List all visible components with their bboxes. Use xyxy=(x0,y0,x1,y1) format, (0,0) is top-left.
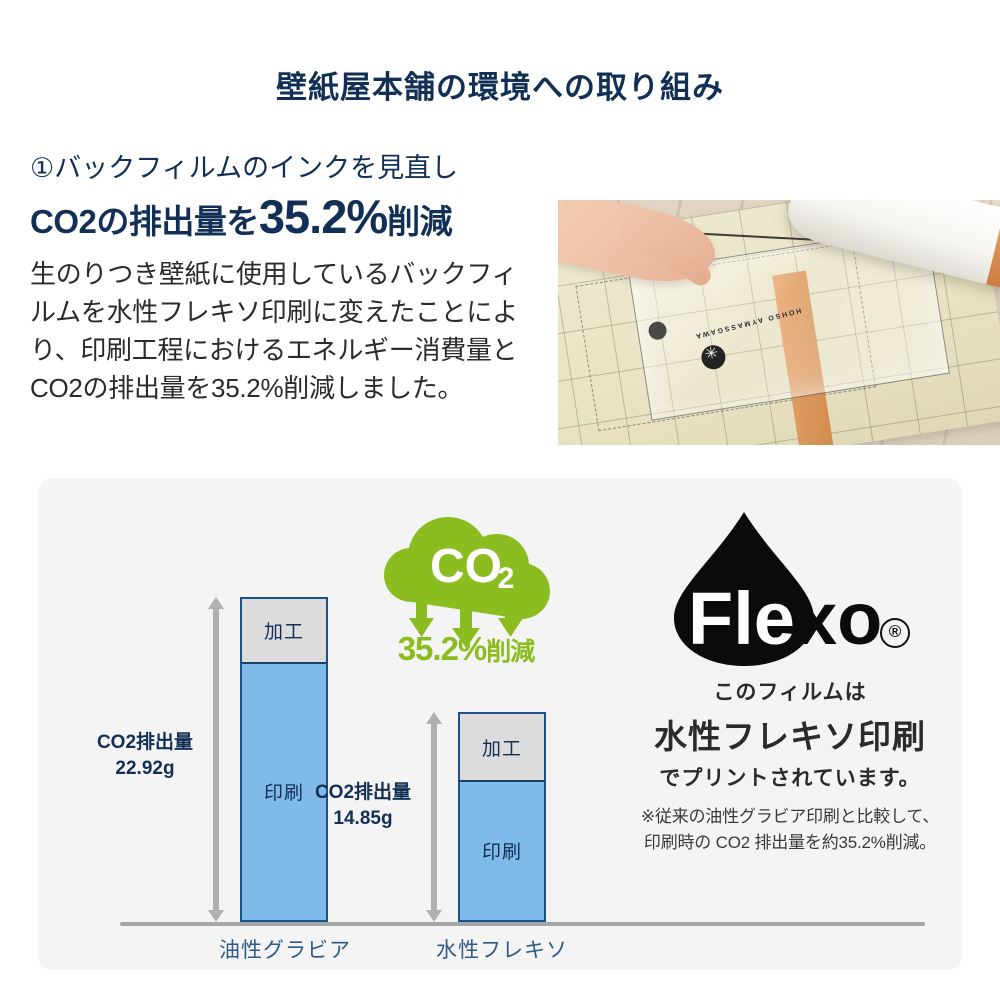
svg-text:CO: CO xyxy=(430,540,502,593)
measure-caption-gravure: CO2排出量 xyxy=(96,732,194,753)
flexo-footnote-line1: ※従来の油性グラビア印刷と比較して、 xyxy=(640,807,940,826)
bar-segment-printing-gravure: 印刷 xyxy=(242,662,326,920)
wallpaper-back-film-photo: HOHSO AYMASSGAWA xyxy=(558,200,1000,445)
arrow-head-up-icon xyxy=(208,597,224,609)
measure-caption-flexo: CO2排出量 xyxy=(314,782,412,803)
chart-baseline-axis xyxy=(120,922,925,926)
film-seal-icon xyxy=(699,343,728,371)
ink-drop-icon xyxy=(674,512,814,666)
measure-label-gravure: CO2排出量 22.92g xyxy=(86,730,204,781)
flexo-logo: Fle xo ® xyxy=(618,504,962,672)
segment-label-processing: 加工 xyxy=(263,622,304,643)
flexo-footnote: ※従来の油性グラビア印刷と比較して、 印刷時の CO2 排出量を約35.2%削減… xyxy=(618,804,962,857)
segment-label-printing: 印刷 xyxy=(481,841,522,863)
bar-segment-printing-flexo: 印刷 xyxy=(460,780,544,920)
flexo-caption-line2: 水性フレキソ印刷 xyxy=(654,718,926,755)
co2-reduction-value: 35.2%削減 xyxy=(356,630,576,668)
lead-copy-block: ①バックフィルムのインクを見直し CO2の排出量を35.2%削減 生のりつき壁紙… xyxy=(30,152,540,408)
measure-arrow-flexo xyxy=(426,712,442,922)
category-label-gravure: 油性グラビア xyxy=(219,939,351,962)
flexo-block: Fle xo ® このフィルムは 水性フレキソ印刷 でプリントされています。 ※… xyxy=(618,504,962,857)
arrow-shaft xyxy=(213,607,219,912)
flexo-footnote-line2: 印刷時の CO2 排出量を約35.2%削減。 xyxy=(643,833,937,853)
lead-body-text: 生のりつき壁紙に使用しているバックフィルムを水性フレキソ印刷に変えたことにより、… xyxy=(30,259,518,404)
bar-gravure: 加工 印刷 xyxy=(240,597,328,922)
bar-flexo: 加工 印刷 xyxy=(458,712,546,922)
reduction-suffix: 削減 xyxy=(486,638,535,666)
svg-text:2: 2 xyxy=(498,562,515,595)
svg-text:xo: xo xyxy=(796,577,882,660)
co2-cloud-icon: CO 2 xyxy=(366,498,566,698)
category-label-flexo: 水性フレキソ xyxy=(436,939,568,962)
svg-text:Fle: Fle xyxy=(688,577,795,660)
measure-label-flexo: CO2排出量 14.85g xyxy=(304,780,422,831)
lead-headline: CO2の排出量を35.2%削減 xyxy=(30,190,540,244)
measure-value-gravure: 22.92g xyxy=(115,757,175,779)
roll-orange-band xyxy=(986,208,1000,291)
headline-prefix: CO2の排出量を xyxy=(30,203,259,241)
headline-value: 35.2% xyxy=(258,190,388,244)
flexo-caption-line3: でプリントされています。 xyxy=(659,767,921,790)
headline-suffix: 削減 xyxy=(387,203,453,241)
measure-arrow-gravure xyxy=(208,597,224,922)
film-print-mark: HOHSO AYMASSGAWA xyxy=(693,306,802,340)
infographic-panel: CO2排出量 22.92g 加工 印刷 油性グラビア CO2排出量 14.85g… xyxy=(38,478,962,970)
bar-segment-processing-gravure: 加工 xyxy=(242,599,326,664)
arrow-head-down-icon xyxy=(208,910,224,922)
bar-segment-processing-flexo: 加工 xyxy=(460,714,544,782)
measure-value-flexo: 14.85g xyxy=(333,807,393,829)
lead-subheading: ①バックフィルムのインクを見直し xyxy=(30,153,459,183)
film-seal-secondary-icon xyxy=(647,320,668,341)
reduction-percent: 35.2% xyxy=(397,630,488,667)
segment-label-processing: 加工 xyxy=(481,738,522,760)
segment-label-printing: 印刷 xyxy=(263,782,304,804)
finger-shape xyxy=(637,230,715,290)
arrow-head-up-icon xyxy=(426,712,442,724)
registered-mark-icon: ® xyxy=(880,618,910,648)
arrow-down-icon xyxy=(409,602,523,648)
page-title: 壁紙屋本舗の環境への取り組み xyxy=(276,70,724,105)
arrow-head-down-icon xyxy=(426,910,442,922)
arrow-shaft xyxy=(431,722,437,912)
flexo-caption-line1: このフィルムは xyxy=(713,681,867,704)
